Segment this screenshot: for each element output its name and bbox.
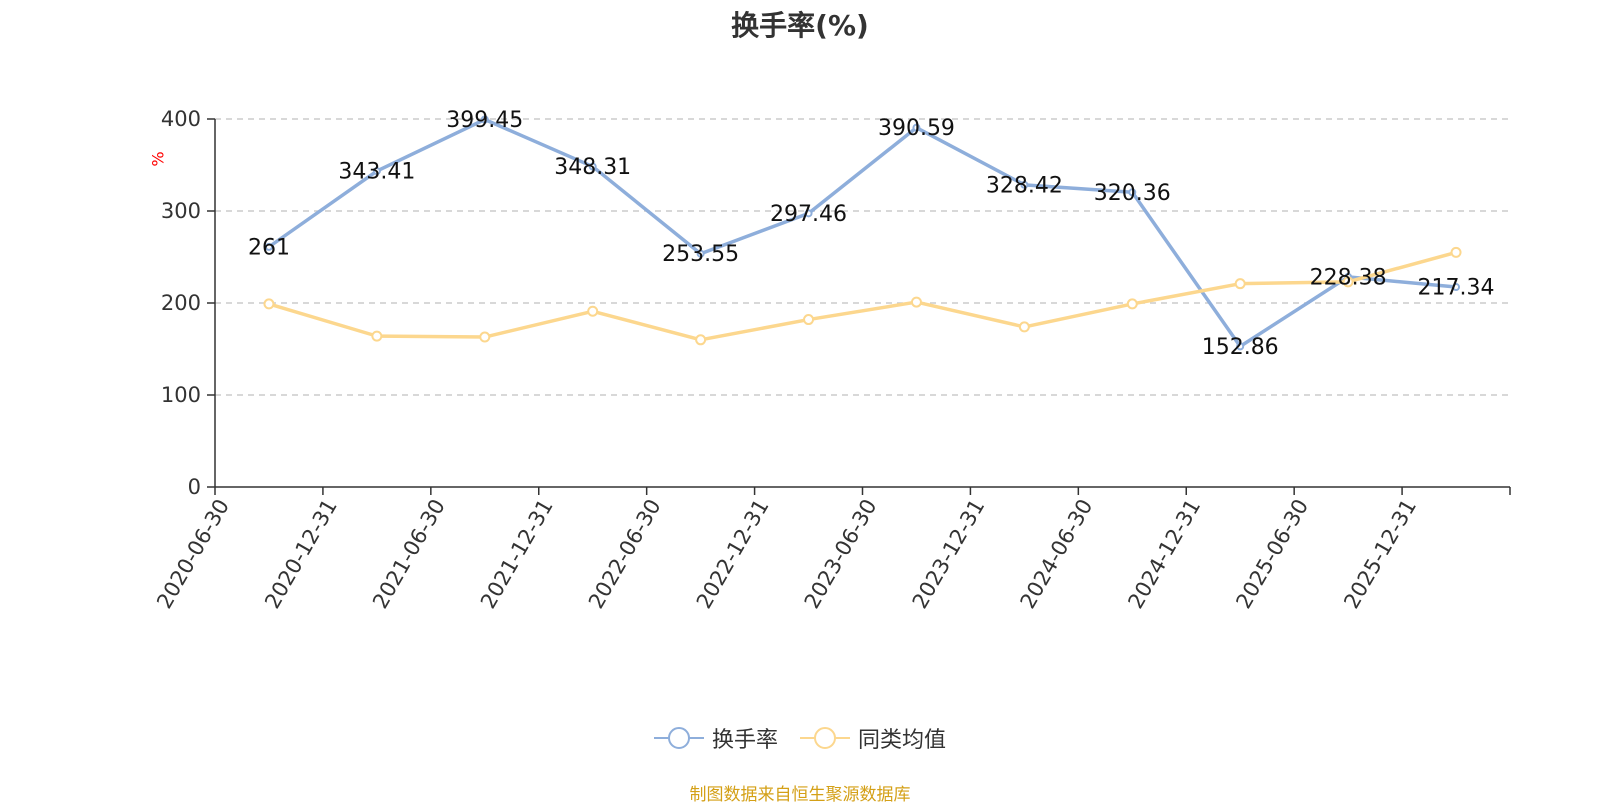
x-tick-label: 2021-06-30	[368, 495, 450, 613]
legend-label-peer-average: 同类均值	[858, 728, 947, 753]
data-point-turnover[interactable]	[1128, 188, 1137, 197]
legend-marker-turnover-icon	[653, 727, 704, 749]
data-point-peer-average[interactable]	[371, 330, 383, 342]
data-label-turnover: 320.36	[1094, 181, 1171, 206]
data-point-peer-average[interactable]	[587, 305, 599, 317]
x-tick-label: 2022-06-30	[584, 495, 666, 613]
x-tick-label: 2024-06-30	[1016, 495, 1098, 613]
data-label-turnover: 297.46	[770, 202, 847, 227]
x-tick-label: 2023-12-31	[908, 495, 990, 613]
legend-label-turnover: 换手率	[711, 728, 778, 753]
legend-item-turnover[interactable]: 换手率	[653, 722, 778, 754]
data-point-turnover[interactable]	[1020, 180, 1029, 189]
data-point-peer-average[interactable]	[1450, 246, 1462, 258]
data-point-turnover[interactable]	[588, 162, 597, 171]
data-labels: 261 343.41 399.45 348.31 253.55 297.46 390.59 3…	[248, 108, 1495, 360]
data-point-turnover[interactable]	[480, 115, 489, 124]
y-tick-label: 400	[161, 107, 201, 131]
data-point-peer-average[interactable]	[263, 298, 275, 310]
grid-lines	[215, 118, 1510, 396]
data-point-peer-average[interactable]	[1126, 298, 1138, 310]
x-tick-label: 2023-06-30	[800, 495, 882, 613]
data-label-turnover: 228.38	[1310, 265, 1387, 290]
legend: 换手率 同类均值	[0, 722, 1600, 754]
y-tick-label: 300	[161, 199, 201, 223]
data-point-turnover[interactable]	[696, 249, 705, 258]
series-line-peer-average[interactable]	[267, 250, 1458, 342]
series-line-turnover[interactable]	[267, 117, 1458, 349]
data-point-turnover[interactable]	[372, 167, 381, 176]
series-lines	[263, 115, 1462, 351]
data-point-peer-average[interactable]	[479, 331, 491, 343]
data-label-turnover: 399.45	[446, 108, 523, 133]
data-label-turnover: 390.59	[878, 116, 955, 141]
chart-title: 换手率(%)	[731, 9, 869, 42]
data-point-peer-average[interactable]	[1342, 276, 1354, 288]
y-tick-label: 200	[161, 291, 201, 315]
data-point-peer-average[interactable]	[1234, 278, 1246, 290]
x-tick-label: 2020-06-30	[152, 495, 234, 613]
legend-item-peer-average[interactable]: 同类均值	[800, 722, 946, 754]
data-label-turnover: 152.86	[1202, 335, 1279, 360]
data-point-peer-average[interactable]	[803, 314, 815, 326]
data-label-turnover: 348.31	[554, 155, 631, 180]
data-point-turnover[interactable]	[1452, 283, 1461, 292]
data-label-turnover: 217.34	[1418, 276, 1495, 301]
data-point-peer-average[interactable]	[1018, 321, 1030, 333]
data-point-peer-average[interactable]	[695, 334, 707, 346]
x-tick-label: 2025-12-31	[1339, 495, 1421, 613]
y-axis-unit-label: %	[149, 151, 168, 166]
data-point-peer-average[interactable]	[910, 296, 922, 308]
data-label-turnover: 343.41	[338, 160, 415, 185]
y-tick-label: 100	[161, 383, 201, 407]
data-label-turnover: 261	[248, 235, 290, 260]
data-label-turnover: 328.42	[986, 173, 1063, 198]
data-point-turnover[interactable]	[804, 209, 813, 218]
x-tick-label: 2021-12-31	[476, 495, 558, 613]
x-tick-label: 2022-12-31	[692, 495, 774, 613]
x-tick-label: 2025-06-30	[1231, 495, 1313, 613]
source-note: 制图数据来自恒生聚源数据库	[689, 785, 911, 805]
legend-marker-peer-average-icon	[800, 727, 850, 749]
data-point-turnover[interactable]	[264, 242, 273, 251]
data-point-turnover[interactable]	[1236, 342, 1245, 351]
x-tick-label: 2020-12-31	[260, 495, 342, 613]
y-tick-label: 0	[188, 475, 201, 499]
data-point-turnover[interactable]	[912, 123, 921, 132]
data-label-turnover: 253.55	[662, 242, 739, 267]
x-tick-label: 2024-12-31	[1123, 495, 1205, 613]
